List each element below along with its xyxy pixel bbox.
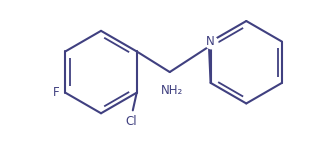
- Text: N: N: [206, 35, 215, 48]
- Text: NH₂: NH₂: [160, 84, 183, 97]
- Text: Cl: Cl: [125, 115, 137, 128]
- Text: F: F: [53, 86, 59, 99]
